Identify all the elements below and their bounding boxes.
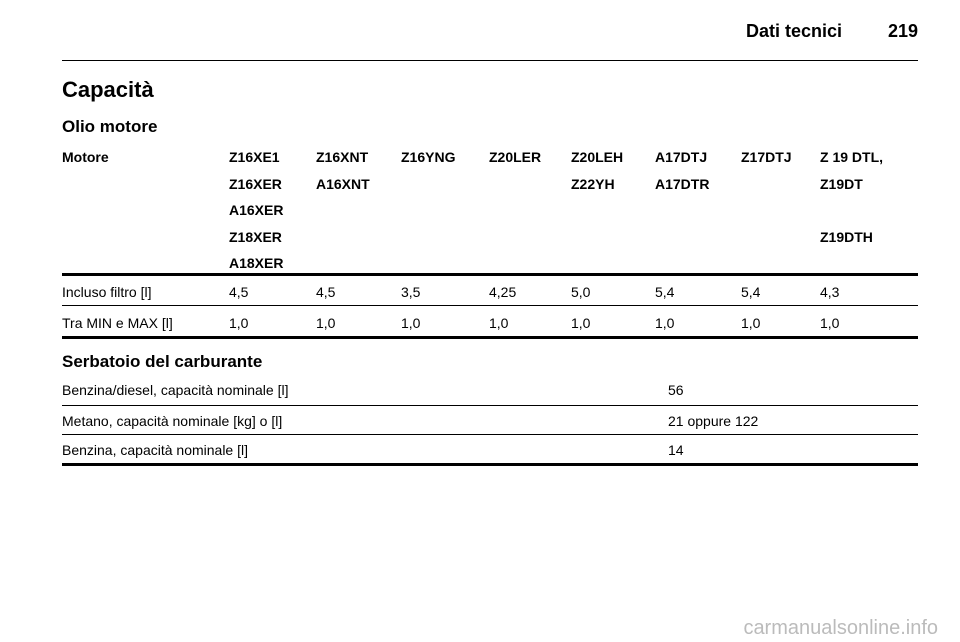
cell: 1,0 bbox=[820, 315, 840, 331]
row-label: Metano, capacità nominale [kg] o [l] bbox=[62, 413, 283, 429]
cell: 5,0 bbox=[571, 284, 591, 300]
cell: 14 bbox=[668, 442, 684, 458]
cell: 4,5 bbox=[316, 284, 336, 300]
row-label: Benzina, capacità nominale [l] bbox=[62, 442, 248, 458]
engine-code: Z19DTH bbox=[820, 228, 873, 245]
row-label: Benzina/diesel, capacità nominale [l] bbox=[62, 382, 289, 398]
rule bbox=[62, 273, 918, 276]
cell: 4,3 bbox=[820, 284, 840, 300]
cell: 56 bbox=[668, 382, 684, 398]
cell: 4,5 bbox=[229, 284, 249, 300]
cell: 1,0 bbox=[655, 315, 675, 331]
rule bbox=[62, 405, 918, 406]
engine-code: Z19DT bbox=[820, 175, 863, 192]
subtitle: Serbatoio del carburante bbox=[62, 352, 263, 371]
cell: 1,0 bbox=[316, 315, 336, 331]
cell: 1,0 bbox=[229, 315, 249, 331]
engine-code: Z20LEH bbox=[571, 149, 624, 165]
rule bbox=[62, 434, 918, 435]
cell: 1,0 bbox=[489, 315, 509, 331]
cell: 21 oppure 122 bbox=[668, 413, 759, 429]
row-label: Incluso filtro [l] bbox=[62, 284, 152, 300]
cell: 1,0 bbox=[741, 315, 761, 331]
rule bbox=[62, 463, 918, 466]
row-label: Motore bbox=[62, 149, 109, 165]
row-label: Tra MIN e MAX [l] bbox=[62, 315, 173, 331]
engine-code: Z16XER bbox=[229, 175, 282, 192]
engine-code: Z 19 DTL, bbox=[820, 149, 884, 165]
engine-code: Z16XE1 bbox=[229, 149, 280, 165]
cell: 4,25 bbox=[489, 284, 517, 300]
rule bbox=[62, 336, 918, 339]
engine-code: Z17DTJ bbox=[741, 149, 792, 165]
engine-code: Z22YH bbox=[571, 175, 615, 192]
engine-code: Z16XNT bbox=[316, 149, 369, 165]
engine-code: A16XER bbox=[229, 202, 284, 218]
engine-code: Z16YNG bbox=[401, 149, 456, 165]
cell: 5,4 bbox=[655, 284, 675, 300]
page-number: 219 bbox=[887, 21, 918, 41]
engine-code: Z18XER bbox=[229, 228, 282, 245]
rule bbox=[62, 305, 918, 306]
engine-code: A16XNT bbox=[316, 175, 370, 192]
engine-code: A17DTJ bbox=[655, 149, 708, 165]
cell: 3,5 bbox=[401, 284, 421, 300]
cell: 1,0 bbox=[401, 315, 421, 331]
subtitle: Olio motore bbox=[62, 117, 158, 136]
engine-code: A18XER bbox=[229, 255, 284, 271]
cell: 5,4 bbox=[741, 284, 761, 300]
header-rule bbox=[62, 60, 918, 61]
header-section: Dati tecnici bbox=[745, 21, 842, 41]
engine-code: Z20LER bbox=[489, 149, 542, 165]
title: Capacità bbox=[62, 77, 154, 102]
cell: 1,0 bbox=[571, 315, 591, 331]
watermark: carmanualsonline.info bbox=[743, 617, 938, 639]
engine-code: A17DTR bbox=[655, 175, 710, 192]
